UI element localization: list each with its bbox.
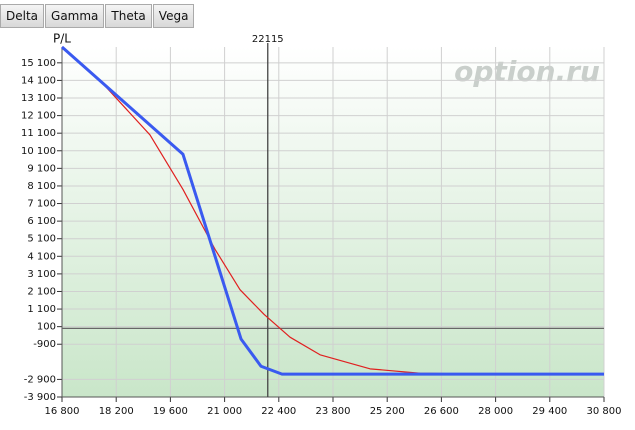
x-tick-label: 29 400 xyxy=(532,406,567,417)
x-tick-label: 21 000 xyxy=(207,406,242,417)
y-tick-label: 1 100 xyxy=(27,304,56,315)
y-tick-label: 10 100 xyxy=(21,146,56,157)
y-tick-label: 6 100 xyxy=(27,216,56,227)
tab[interactable]: Theta xyxy=(105,4,152,28)
x-tick-label: 28 000 xyxy=(478,406,513,417)
price-marker-label: 22115 xyxy=(252,34,284,45)
y-tick-label: 4 100 xyxy=(27,251,56,262)
y-tick-label: 3 100 xyxy=(27,269,56,280)
tab[interactable]: Delta xyxy=(0,4,45,28)
y-tick-label: -900 xyxy=(33,339,56,350)
chart: P/L option.ru 15 100 14 100 13 100 12 100 11… xyxy=(21,32,622,418)
watermark: option.ru xyxy=(454,55,600,88)
tab[interactable]: Vega xyxy=(152,4,195,28)
y-tick-label: 13 100 xyxy=(21,93,56,104)
y-tick-label: -2 900 xyxy=(24,374,56,385)
y-tick-label: -3 900 xyxy=(24,392,56,403)
x-tick-label: 22 400 xyxy=(261,406,296,417)
y-tick-label: 5 100 xyxy=(27,234,56,245)
y-axis-label: P/L xyxy=(53,32,71,46)
x-tick-label: 25 200 xyxy=(370,406,405,417)
y-tick-label: 100 xyxy=(37,322,56,333)
x-tick-label: 16 800 xyxy=(45,406,80,417)
x-tick-label: 18 200 xyxy=(99,406,134,417)
tab[interactable]: Gamma xyxy=(45,4,105,28)
x-tick-label: 26 600 xyxy=(424,406,459,417)
x-tick-label: 30 800 xyxy=(587,406,622,417)
y-tick-label: 14 100 xyxy=(21,75,56,86)
pl-line xyxy=(61,45,604,376)
x-tick-label: 19 600 xyxy=(153,406,188,417)
y-tick-label: 9 100 xyxy=(27,163,56,174)
y-tick-label: 15 100 xyxy=(21,58,56,69)
x-tick-label: 23 800 xyxy=(316,406,351,417)
y-tick-label: 2 100 xyxy=(27,286,56,297)
y-tick-label: 7 100 xyxy=(27,199,56,210)
y-tick-label: 8 100 xyxy=(27,181,56,192)
y-tick-label: 11 100 xyxy=(21,128,56,139)
y-tick-label: 12 100 xyxy=(21,111,56,122)
tab-bar: Delta Gamma Theta Vega xyxy=(0,4,195,28)
